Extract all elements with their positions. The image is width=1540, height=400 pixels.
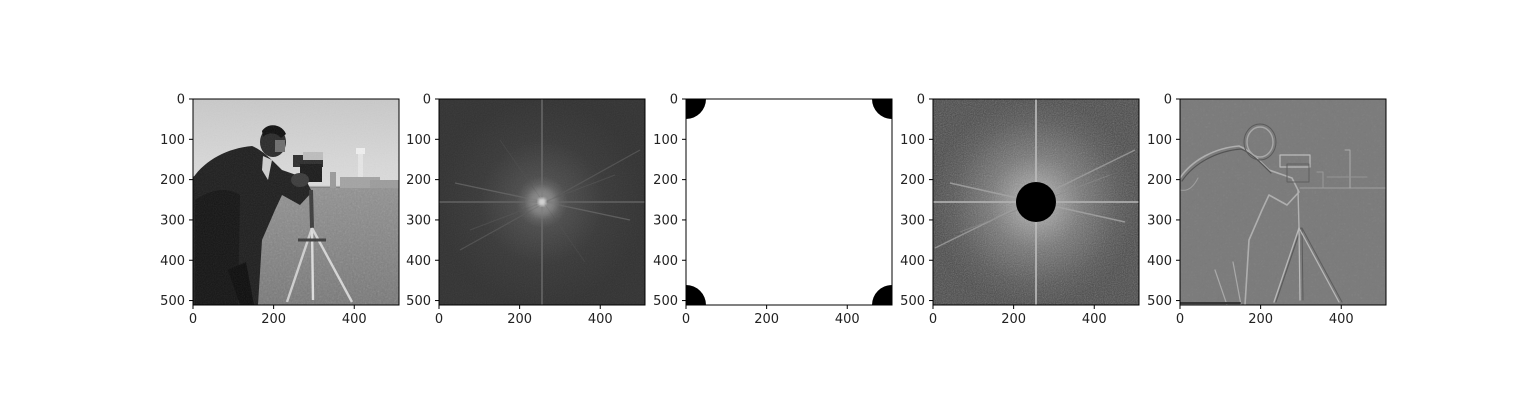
axes-5: 0 200 400 0 100 200 300 400 500 (1147, 93, 1387, 327)
axes-2: 0 200 400 0 100 200 300 400 500 (406, 93, 646, 327)
x-tick-label: 200 (507, 312, 532, 327)
x-tick-label: 0 (189, 312, 197, 327)
y-tick-label: 0 (917, 93, 925, 108)
y-tick-label: 200 (406, 173, 431, 188)
panel-4-masked-spectrum (933, 99, 1139, 305)
y-tick-label: 200 (653, 173, 678, 188)
image-area-1 (193, 99, 399, 305)
x-tick-label: 0 (682, 312, 690, 327)
x-tick-label: 0 (1176, 312, 1184, 327)
x-tick-label: 200 (1001, 312, 1026, 327)
y-tick-label: 500 (406, 294, 431, 309)
image-area-2 (439, 99, 645, 305)
axes-layer: 0 200 400 0 100 200 300 400 500 0 200 400 0 100 200 300… (160, 93, 1387, 327)
axes-frame (1179, 98, 1387, 306)
x-tick-label: 400 (342, 312, 367, 327)
y-tick-label: 500 (1147, 294, 1172, 309)
axes-frame (192, 98, 400, 306)
panel-5-filtered-image (1180, 99, 1386, 305)
y-tick-label: 100 (160, 133, 185, 148)
image-area-5 (1180, 99, 1386, 305)
x-tick-label: 0 (435, 312, 443, 327)
image-area-4 (933, 99, 1139, 305)
mask-center-disc (1016, 182, 1056, 222)
x-tick-label: 200 (754, 312, 779, 327)
x-tick-label: 200 (261, 312, 286, 327)
x-tick-label: 0 (929, 312, 937, 327)
panel-1-original-image (193, 99, 399, 305)
y-tick-label: 300 (160, 213, 185, 228)
y-tick-label: 300 (900, 213, 925, 228)
axes-4: 0 200 400 0 100 200 300 400 500 (900, 93, 1140, 327)
y-tick-label: 300 (1147, 213, 1172, 228)
y-tick-label: 300 (406, 213, 431, 228)
y-tick-label: 200 (1147, 173, 1172, 188)
y-tick-label: 0 (423, 93, 431, 108)
y-tick-label: 100 (653, 133, 678, 148)
mask-corner-disc (872, 99, 892, 119)
y-tick-label: 100 (900, 133, 925, 148)
y-tick-label: 400 (406, 254, 431, 269)
axes-frame (685, 98, 893, 306)
panel-3-mask (686, 99, 892, 305)
y-tick-label: 500 (160, 294, 185, 309)
y-tick-label: 0 (177, 93, 185, 108)
y-tick-label: 400 (160, 254, 185, 269)
x-tick-label: 400 (1082, 312, 1107, 327)
y-tick-label: 400 (900, 254, 925, 269)
y-tick-label: 0 (670, 93, 678, 108)
axes-frame (438, 98, 646, 306)
mask-corner-disc (686, 285, 706, 305)
axes-3: 0 200 400 0 100 200 300 400 500 (653, 93, 893, 327)
y-tick-label: 100 (406, 133, 431, 148)
x-tick-label: 400 (588, 312, 613, 327)
image-area-3 (686, 99, 892, 305)
x-tick-label: 200 (1248, 312, 1273, 327)
y-tick-label: 200 (160, 173, 185, 188)
x-tick-label: 400 (1329, 312, 1354, 327)
axes-frame (932, 98, 1140, 306)
y-tick-label: 0 (1164, 93, 1172, 108)
y-tick-label: 500 (900, 294, 925, 309)
y-tick-label: 200 (900, 173, 925, 188)
mask-corner-disc (686, 99, 706, 119)
y-tick-label: 100 (1147, 133, 1172, 148)
x-tick-label: 400 (835, 312, 860, 327)
panel-2-spectrum (439, 99, 645, 305)
axes-1: 0 200 400 0 100 200 300 400 500 (160, 93, 400, 327)
y-tick-label: 300 (653, 213, 678, 228)
y-tick-label: 500 (653, 294, 678, 309)
mask-corner-disc (872, 285, 892, 305)
y-tick-label: 400 (653, 254, 678, 269)
y-tick-label: 400 (1147, 254, 1172, 269)
